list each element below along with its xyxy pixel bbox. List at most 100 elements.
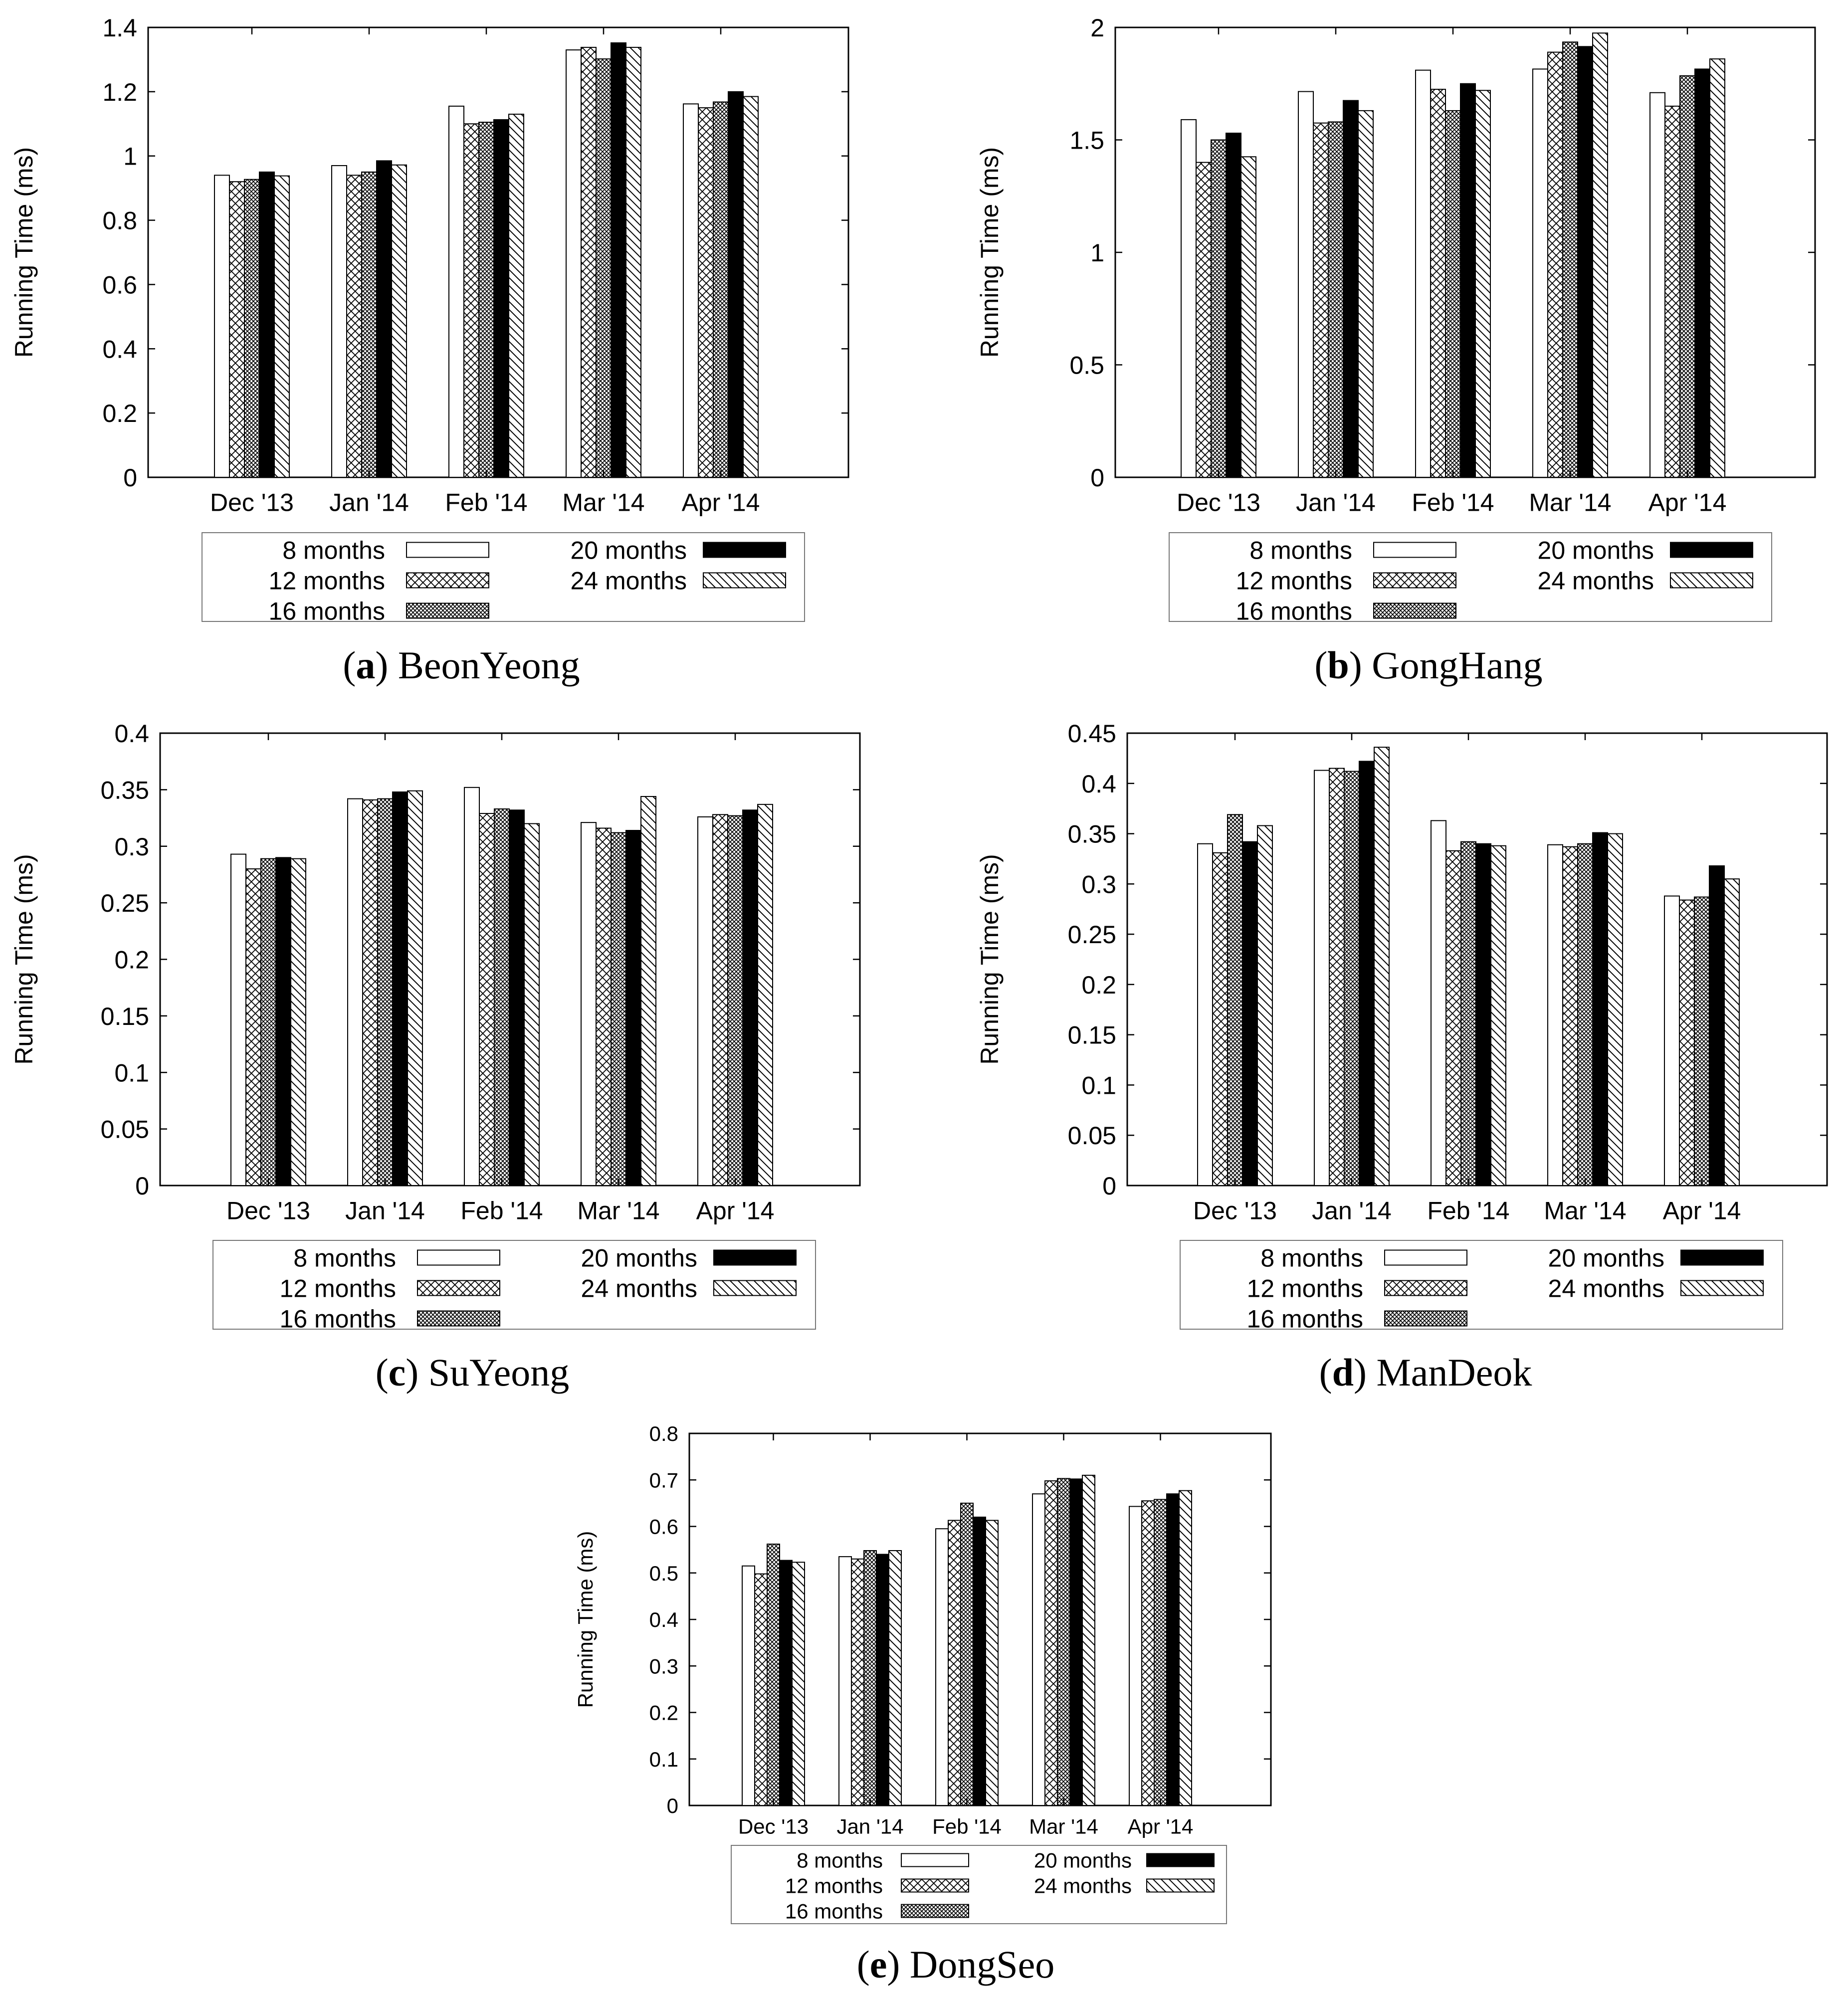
x-tick-label: Apr '14 bbox=[1128, 1815, 1194, 1838]
bar-12-months-1 bbox=[851, 1558, 864, 1806]
x-tick-label: Mar '14 bbox=[562, 489, 644, 517]
y-tick-label: 0.2 bbox=[102, 400, 137, 427]
x-tick-label: Jan '14 bbox=[1296, 489, 1376, 517]
bar-20-months-2 bbox=[493, 119, 509, 478]
caption-paren-close: ) bbox=[1354, 1351, 1376, 1394]
bar-24-months-4 bbox=[1709, 58, 1725, 478]
caption-paren-close: ) bbox=[406, 1351, 428, 1394]
x-tick-label: Dec '13 bbox=[226, 1197, 310, 1225]
bar-12-months-3 bbox=[1044, 1480, 1058, 1806]
legend-label: 16 months bbox=[280, 1305, 396, 1333]
bar-8-months-1 bbox=[347, 798, 363, 1186]
caption-paren-open: ( bbox=[343, 643, 356, 687]
bar-20-months-4 bbox=[742, 809, 758, 1186]
legend-swatch-20-months bbox=[713, 1249, 797, 1266]
y-tick-label: 0.5 bbox=[649, 1562, 678, 1585]
bar-12-months-0 bbox=[1212, 852, 1228, 1186]
x-tick-label: Dec '13 bbox=[1177, 489, 1260, 517]
panel-caption: (e) DongSeo bbox=[857, 1943, 1054, 1986]
bar-8-months-3 bbox=[1032, 1493, 1045, 1806]
caption-paren-open: ( bbox=[1319, 1351, 1332, 1394]
x-tick-label: Mar '14 bbox=[1529, 489, 1611, 517]
legend-swatch-8-months bbox=[1384, 1249, 1467, 1266]
bar-16-months-2 bbox=[478, 122, 494, 478]
bar-16-months-3 bbox=[1562, 41, 1578, 478]
bar-20-months-3 bbox=[625, 830, 641, 1186]
bar-16-months-1 bbox=[1328, 121, 1344, 478]
bar-8-months-1 bbox=[838, 1556, 852, 1806]
bar-8-months-4 bbox=[1129, 1506, 1142, 1806]
y-tick-label: 0.25 bbox=[101, 889, 149, 917]
y-tick-label: 1.4 bbox=[102, 14, 137, 42]
legend-label: 8 months bbox=[293, 1244, 396, 1272]
y-tick-label: 0.2 bbox=[1081, 971, 1116, 999]
panel-caption: (d) ManDeok bbox=[1319, 1351, 1532, 1394]
bar-24-months-1 bbox=[407, 790, 423, 1186]
y-tick-label: 0.25 bbox=[1068, 921, 1116, 949]
y-tick-label: 0.6 bbox=[102, 271, 137, 299]
legend-swatch-8-months bbox=[406, 542, 489, 558]
y-tick-label: 1.5 bbox=[1069, 127, 1104, 155]
y-tick-label: 0.4 bbox=[649, 1608, 678, 1631]
legend-swatch-20-months bbox=[703, 542, 786, 558]
y-tick-label: 0.1 bbox=[114, 1059, 149, 1087]
bar-16-months-4 bbox=[1694, 896, 1710, 1186]
bar-16-months-0 bbox=[767, 1543, 780, 1806]
legend-label: 24 months bbox=[1538, 567, 1654, 595]
bar-16-months-1 bbox=[1344, 771, 1360, 1186]
y-axis-label: Running Time (ms) bbox=[574, 1531, 597, 1708]
y-tick-label: 0 bbox=[1102, 1172, 1116, 1200]
bar-8-months-2 bbox=[1431, 820, 1446, 1187]
legend-label: 16 months bbox=[785, 1900, 883, 1923]
y-tick-label: 0.15 bbox=[101, 1002, 149, 1030]
caption-paren-close: ) bbox=[1349, 643, 1372, 687]
x-tick-label: Jan '14 bbox=[329, 489, 409, 517]
bar-8-months-4 bbox=[1664, 895, 1680, 1186]
bar-8-months-4 bbox=[683, 103, 699, 478]
bar-12-months-2 bbox=[948, 1520, 961, 1806]
caption-paren-open: ( bbox=[376, 1351, 389, 1394]
bar-16-months-2 bbox=[1460, 841, 1476, 1187]
y-axis-label: Running Time (ms) bbox=[976, 854, 1004, 1064]
legend-label: 20 months bbox=[1548, 1244, 1664, 1272]
legend-label: 12 months bbox=[785, 1874, 883, 1898]
x-tick-label: Feb '14 bbox=[1412, 489, 1494, 517]
bar-20-months-1 bbox=[392, 791, 408, 1187]
bar-8-months-3 bbox=[581, 822, 597, 1186]
caption-title: GongHang bbox=[1372, 643, 1542, 687]
bar-24-months-4 bbox=[1179, 1490, 1192, 1806]
bar-24-months-0 bbox=[1257, 825, 1273, 1187]
y-tick-label: 0 bbox=[1090, 464, 1104, 492]
bar-20-months-1 bbox=[376, 160, 392, 478]
bar-16-months-1 bbox=[361, 171, 377, 478]
caption-letter: b bbox=[1327, 643, 1349, 687]
y-tick-label: 0.3 bbox=[649, 1654, 678, 1678]
bar-12-months-4 bbox=[1141, 1500, 1155, 1806]
bar-8-months-3 bbox=[1547, 844, 1563, 1186]
legend-swatch-12-months bbox=[901, 1878, 969, 1893]
legend-swatch-20-months bbox=[1680, 1249, 1764, 1266]
bar-24-months-4 bbox=[1724, 878, 1740, 1187]
bar-16-months-3 bbox=[1057, 1478, 1070, 1806]
y-tick-label: 0.35 bbox=[1068, 820, 1116, 848]
bar-12-months-4 bbox=[1664, 105, 1680, 478]
panel-dongseo: 0 0.1 0.2 0.3 0.4 0.5 0.6 0.7 0.8 Running Time (m… bbox=[574, 1422, 1272, 1986]
bar-20-months-4 bbox=[728, 91, 744, 478]
bar-16-months-2 bbox=[960, 1502, 974, 1806]
bar-8-months-4 bbox=[697, 816, 713, 1187]
bar-16-months-4 bbox=[1679, 75, 1695, 478]
legend-swatch-8-months bbox=[417, 1249, 500, 1266]
legend-swatch-24-months bbox=[713, 1280, 797, 1296]
caption-paren-close: ) bbox=[887, 1943, 909, 1986]
bar-24-months-1 bbox=[888, 1550, 902, 1806]
bar-8-months-3 bbox=[566, 49, 582, 478]
bar-12-months-4 bbox=[698, 107, 714, 478]
y-tick-label: 0.6 bbox=[649, 1515, 678, 1539]
legend-swatch-24-months bbox=[703, 572, 786, 589]
legend-label: 12 months bbox=[1247, 1275, 1363, 1303]
bar-20-months-2 bbox=[973, 1516, 986, 1806]
bar-8-months-0 bbox=[1181, 119, 1197, 478]
y-tick-label: 0.05 bbox=[101, 1116, 149, 1144]
bar-12-months-0 bbox=[1196, 162, 1212, 478]
y-tick-label: 0.3 bbox=[1081, 870, 1116, 898]
